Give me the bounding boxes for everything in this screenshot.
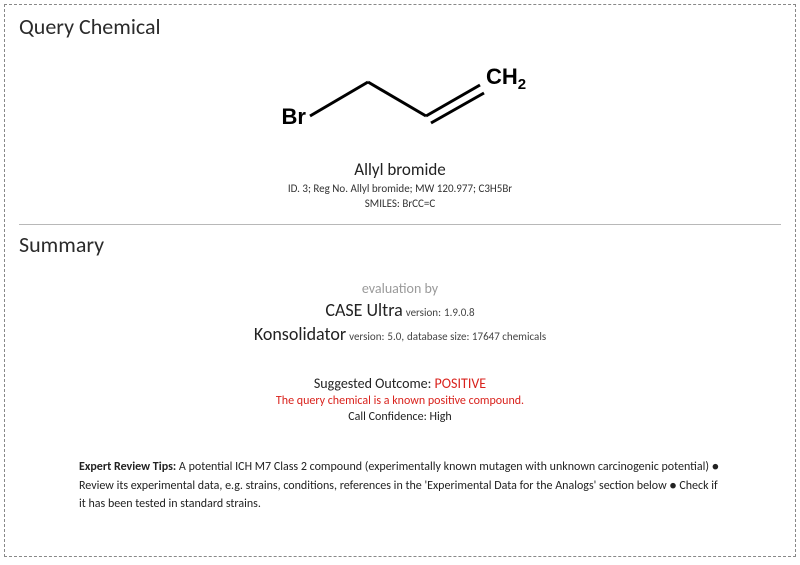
report-card: Query Chemical Br CH2 Allyl bromide ID. … [4,4,796,557]
confidence-value: High [430,410,452,424]
tool-version-1: 5.0, [387,330,404,343]
atom-ch-label: CH2 [486,64,526,93]
tool-name-0: CASE Ultra [325,299,402,321]
bond-1 [310,82,368,116]
outcome-label: Suggested Outcome: [314,375,432,392]
outcome-line: Suggested Outcome: POSITIVE [19,375,781,392]
tool-line-1: Konsolidator version: 5.0, database size… [19,323,781,345]
chemical-name: Allyl bromide [19,159,781,180]
summary-section: Summary evaluation by CASE Ultra version… [19,231,781,514]
tool-version-label-1: version: [349,330,384,343]
tool-line-0: CASE Ultra version: 1.9.0.8 [19,299,781,321]
section-divider [19,224,781,225]
bond-2 [368,82,426,116]
molecule-icon: Br CH2 [250,52,550,152]
confidence-line: Call Confidence: High [19,410,781,424]
tool-version-label-0: version: [406,306,441,319]
expert-tips: Expert Review Tips: A potential ICH M7 C… [19,458,781,514]
outcome-note: The query chemical is a known positive c… [19,394,781,408]
structure-area: Br CH2 Allyl bromide ID. 3; Reg No. Ally… [19,46,781,214]
tool-version-0: 1.9.0.8 [444,306,475,319]
outcome-value: POSITIVE [435,375,487,392]
evaluation-by-label: evaluation by [19,280,781,297]
summary-body: evaluation by CASE Ultra version: 1.9.0.… [19,264,781,514]
tool-name-1: Konsolidator [254,323,346,345]
chemical-smiles: SMILES: BrCC=C [19,197,781,210]
query-section-title: Query Chemical [19,13,781,40]
confidence-label: Call Confidence: [348,410,427,424]
query-section: Query Chemical Br CH2 Allyl bromide ID. … [19,13,781,214]
tips-label: Expert Review Tips: [79,460,176,474]
outcome-block: Suggested Outcome: POSITIVE The query ch… [19,375,781,424]
tool-extra-1: database size: 17647 chemicals [407,330,546,343]
chemical-meta: ID. 3; Reg No. Allyl bromide; MW 120.977… [19,182,781,195]
summary-section-title: Summary [19,231,781,258]
atom-br-label: Br [282,104,307,129]
